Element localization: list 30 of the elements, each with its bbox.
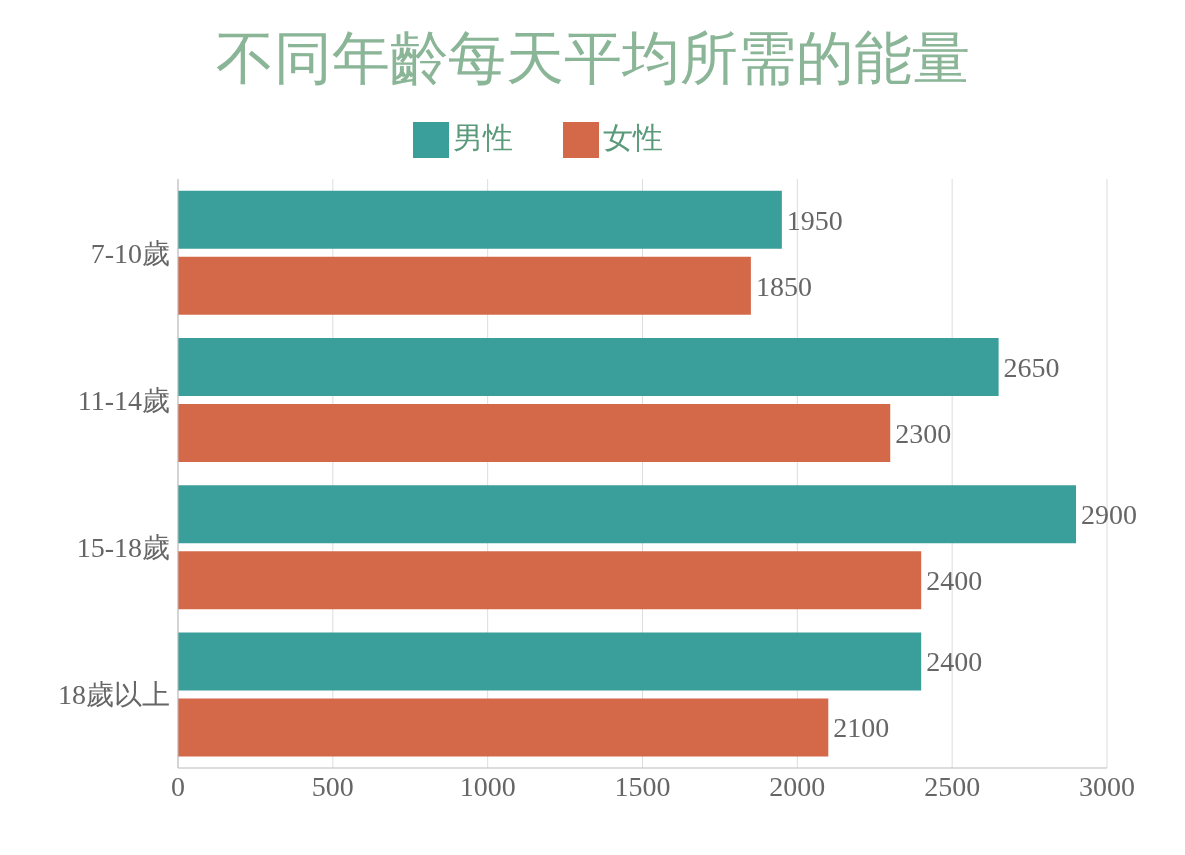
bar: [178, 256, 751, 315]
data-label: 2300: [895, 417, 952, 449]
data-label: 1850: [755, 270, 812, 302]
bar: [178, 485, 1077, 544]
x-tick-label: 2500: [924, 770, 981, 802]
x-tick-label: 1500: [614, 770, 671, 802]
data-label: 1950: [786, 204, 843, 236]
x-tick-label: 2000: [769, 770, 826, 802]
y-tick-label: 15-18歲: [76, 532, 170, 564]
legend-label: 女性: [602, 120, 663, 155]
data-label: 2400: [926, 565, 983, 597]
bar: [178, 551, 922, 610]
x-tick-label: 1000: [459, 770, 516, 802]
data-label: 2900: [1081, 499, 1138, 531]
chart-title: 不同年齡每天平均所需的能量: [214, 23, 971, 94]
y-tick-label: 7-10歲: [90, 237, 170, 269]
bar: [178, 404, 891, 463]
data-label: 2400: [926, 646, 983, 678]
data-label: 2650: [1003, 351, 1060, 383]
bar: [178, 338, 999, 397]
y-tick-label: 18歲以上: [58, 679, 170, 711]
x-tick-label: 0: [171, 770, 185, 802]
bar: [178, 698, 829, 757]
data-label: 2100: [833, 712, 890, 744]
bar: [178, 632, 922, 691]
x-tick-label: 500: [311, 770, 354, 802]
bar: [178, 190, 782, 249]
legend-label: 男性: [452, 120, 513, 155]
x-tick-label: 3000: [1079, 770, 1135, 802]
y-tick-label: 11-14歲: [77, 384, 170, 416]
